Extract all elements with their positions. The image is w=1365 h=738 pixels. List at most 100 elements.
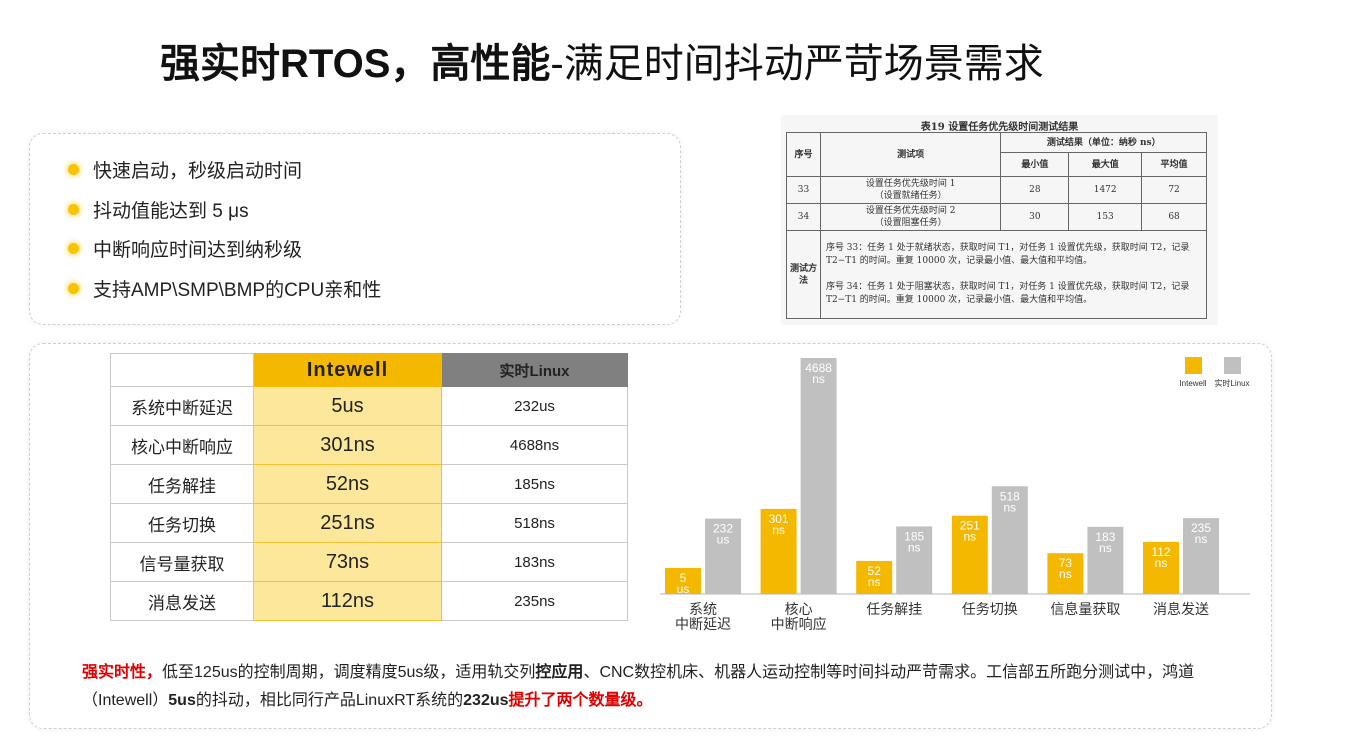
feature-text: 支持AMP\SMP\BMP的CPU亲和性 (93, 279, 382, 301)
row-label: 信号量获取 (110, 542, 254, 582)
bar-value-label: 112 ns (1151, 545, 1170, 570)
feature-box: 快速启动，秒级启动时间 抖动值能达到 5 μs 中断响应时间达到纳秒级 支持AM… (29, 133, 681, 325)
test-result-table: 序号 测试项 测试结果（单位：纳秒 ns） 最小值 最大值 平均值 33 设置任… (786, 132, 1208, 319)
test-table-caption: 表19 设置任务优先级时间测试结果 (920, 122, 1079, 133)
comparison-header-row: Intewell 实时Linux (110, 353, 628, 387)
legend-label: Intewell (1179, 379, 1206, 388)
linux-bar (705, 518, 741, 594)
legend-label: 实时Linux (1214, 378, 1249, 388)
intewell-bar (1047, 553, 1084, 594)
comparison-row: 核心中断响应 301ns 4688ns (110, 425, 628, 465)
linux-value: 183ns (441, 542, 628, 582)
row-label: 任务解挂 (110, 464, 254, 504)
bar-value-label: 235 ns (1191, 521, 1211, 546)
feature-item: 支持AMP\SMP\BMP的CPU亲和性 (68, 269, 381, 309)
method-label: 测试方法 (786, 230, 821, 319)
cell-seq: 33 (786, 176, 821, 204)
linux-bar (896, 526, 933, 594)
header-blank (110, 353, 254, 387)
method-paragraph: 序号 34：任务 1 处于阻塞状态，获取时间 T1，对任务 1 设置优先级，获取… (825, 282, 1190, 305)
cell-max: 153 (1068, 203, 1143, 231)
test-method-row: 测试方法 序号 33：任务 1 处于就绪状态，获取时间 T1，对任务 1 设置优… (786, 230, 1208, 319)
th-item: 测试项 (819, 132, 1002, 177)
latency-bar-chart: 5 us 232 us 系统中断延迟 301 ns 4688 ns 核心中断响应 52 ns 185 ns… (655, 350, 1255, 640)
intewell-bar (951, 515, 988, 594)
method-text: 序号 33：任务 1 处于就绪状态，获取时间 T1，对任务 1 设置优先级，获取… (819, 230, 1208, 319)
linux-value: 4688ns (441, 425, 628, 465)
intewell-bar (856, 560, 893, 594)
intewell-value: 5us (253, 386, 442, 426)
intewell-value: 251ns (253, 503, 442, 543)
legend-swatch (1224, 357, 1241, 374)
feature-item: 抖动值能达到 5 μs (68, 190, 381, 230)
summary-text: 的抖动，相比同行产品LinuxRT系统的 (195, 692, 464, 709)
bullet-dot-icon (68, 243, 79, 255)
header-intewell: Intewell (253, 353, 442, 387)
bar-value-label: 518 ns (1000, 489, 1020, 514)
category-label: 系统中断延迟 (675, 601, 731, 632)
summary-paragraph: 强实时性，低至125us的控制周期，调度精度5us级，适用轨交列控应用、CNC数… (82, 659, 1242, 715)
slide-title: 强实时RTOS，高性能-满足时间抖动严苛场景需求 (160, 38, 1044, 90)
linux-value: 185ns (441, 464, 628, 504)
summary-bold: 5us (168, 692, 196, 709)
th-max: 最大值 (1068, 152, 1143, 177)
feature-text: 抖动值能达到 5 μs (93, 200, 249, 222)
cell-avg: 72 (1141, 176, 1207, 204)
bullet-dot-icon (68, 282, 79, 294)
summary-highlight: 提升了两个数量级。 (508, 692, 653, 709)
intewell-bar (665, 568, 701, 594)
feature-text: 快速启动，秒级启动时间 (93, 161, 303, 183)
intewell-value: 112ns (253, 581, 442, 621)
category-label: 消息发送 (1153, 601, 1209, 617)
cell-item-line: （设置就绪任务） (874, 191, 947, 201)
summary-lead: 强实时性， (82, 664, 163, 681)
comparison-row: 任务解挂 52ns 185ns (110, 464, 628, 504)
linux-bar (1087, 526, 1124, 594)
cell-item-line: 设置任务优先级时间 1 (865, 179, 956, 189)
cell-max: 1472 (1068, 176, 1143, 204)
comparison-row: 系统中断延迟 5us 232us (110, 386, 628, 426)
bullet-dot-icon (68, 164, 79, 176)
title-rest: -满足时间抖动严苛场景需求 (550, 42, 1044, 86)
intewell-value: 73ns (253, 542, 442, 582)
category-label: 任务切换 (962, 601, 1018, 617)
cell-seq: 34 (786, 203, 821, 231)
cell-avg: 68 (1141, 203, 1207, 231)
th-avg: 平均值 (1141, 152, 1207, 177)
comparison-table: Intewell 实时Linux 系统中断延迟 5us 232us 核心中断响应… (110, 353, 628, 621)
comparison-row: 消息发送 112ns 235ns (110, 581, 628, 621)
cell-min: 28 (1000, 176, 1070, 204)
linux-bar (800, 358, 837, 594)
category-label: 核心中断响应 (771, 601, 827, 632)
cell-item: 设置任务优先级时间 2 （设置阻塞任务） (819, 203, 1002, 231)
test-result-image: 表19 设置任务优先级时间测试结果 序号 测试项 测试结果（单位：纳秒 ns） … (781, 115, 1218, 325)
cell-item: 设置任务优先级时间 1 （设置就绪任务） (819, 176, 1002, 204)
summary-bold: 232us (463, 692, 509, 709)
intewell-bar (760, 508, 797, 594)
row-label: 任务切换 (110, 503, 254, 543)
legend-swatch (1185, 357, 1202, 374)
linux-value: 232us (441, 386, 628, 426)
chart-svg: 5 us 232 us 系统中断延迟 301 ns 4688 ns 核心中断响应 52 ns 185 ns… (660, 357, 1250, 632)
row-label: 消息发送 (110, 581, 254, 621)
category-label: 任务解挂 (866, 601, 922, 617)
row-label: 系统中断延迟 (110, 386, 254, 426)
bar-value-label: 5 us (677, 571, 690, 596)
bar-value-label: 4688 ns (805, 361, 832, 386)
main-box (29, 343, 1272, 729)
method-paragraph: 序号 33：任务 1 处于就绪状态，获取时间 T1，对任务 1 设置优先级，获取… (825, 243, 1190, 266)
summary-text: 、CNC数控机床、机器人运动控制等时间抖动严苛需求。工信部五所跑分测试中，鸿道（… (82, 664, 1195, 709)
summary-bold: 控应用 (535, 664, 584, 681)
feature-item: 中断响应时间达到纳秒级 (68, 229, 381, 269)
bar-value-label: 73 ns (1059, 556, 1073, 581)
feature-item: 快速启动，秒级启动时间 (68, 150, 381, 190)
feature-list: 快速启动，秒级启动时间 抖动值能达到 5 μs 中断响应时间达到纳秒级 支持AM… (68, 150, 381, 308)
intewell-value: 301ns (253, 425, 442, 465)
bar-value-label: 185 ns (904, 529, 924, 554)
title-bold: 强实时RTOS，高性能 (160, 42, 551, 86)
row-label: 核心中断响应 (110, 425, 254, 465)
cell-item-line: 设置任务优先级时间 2 (865, 206, 956, 216)
summary-text: 低至125us的控制周期，调度精度5us级，适用轨交列 (162, 664, 536, 681)
header-linux: 实时Linux (441, 353, 628, 387)
category-label: 信息量获取 (1050, 601, 1120, 617)
